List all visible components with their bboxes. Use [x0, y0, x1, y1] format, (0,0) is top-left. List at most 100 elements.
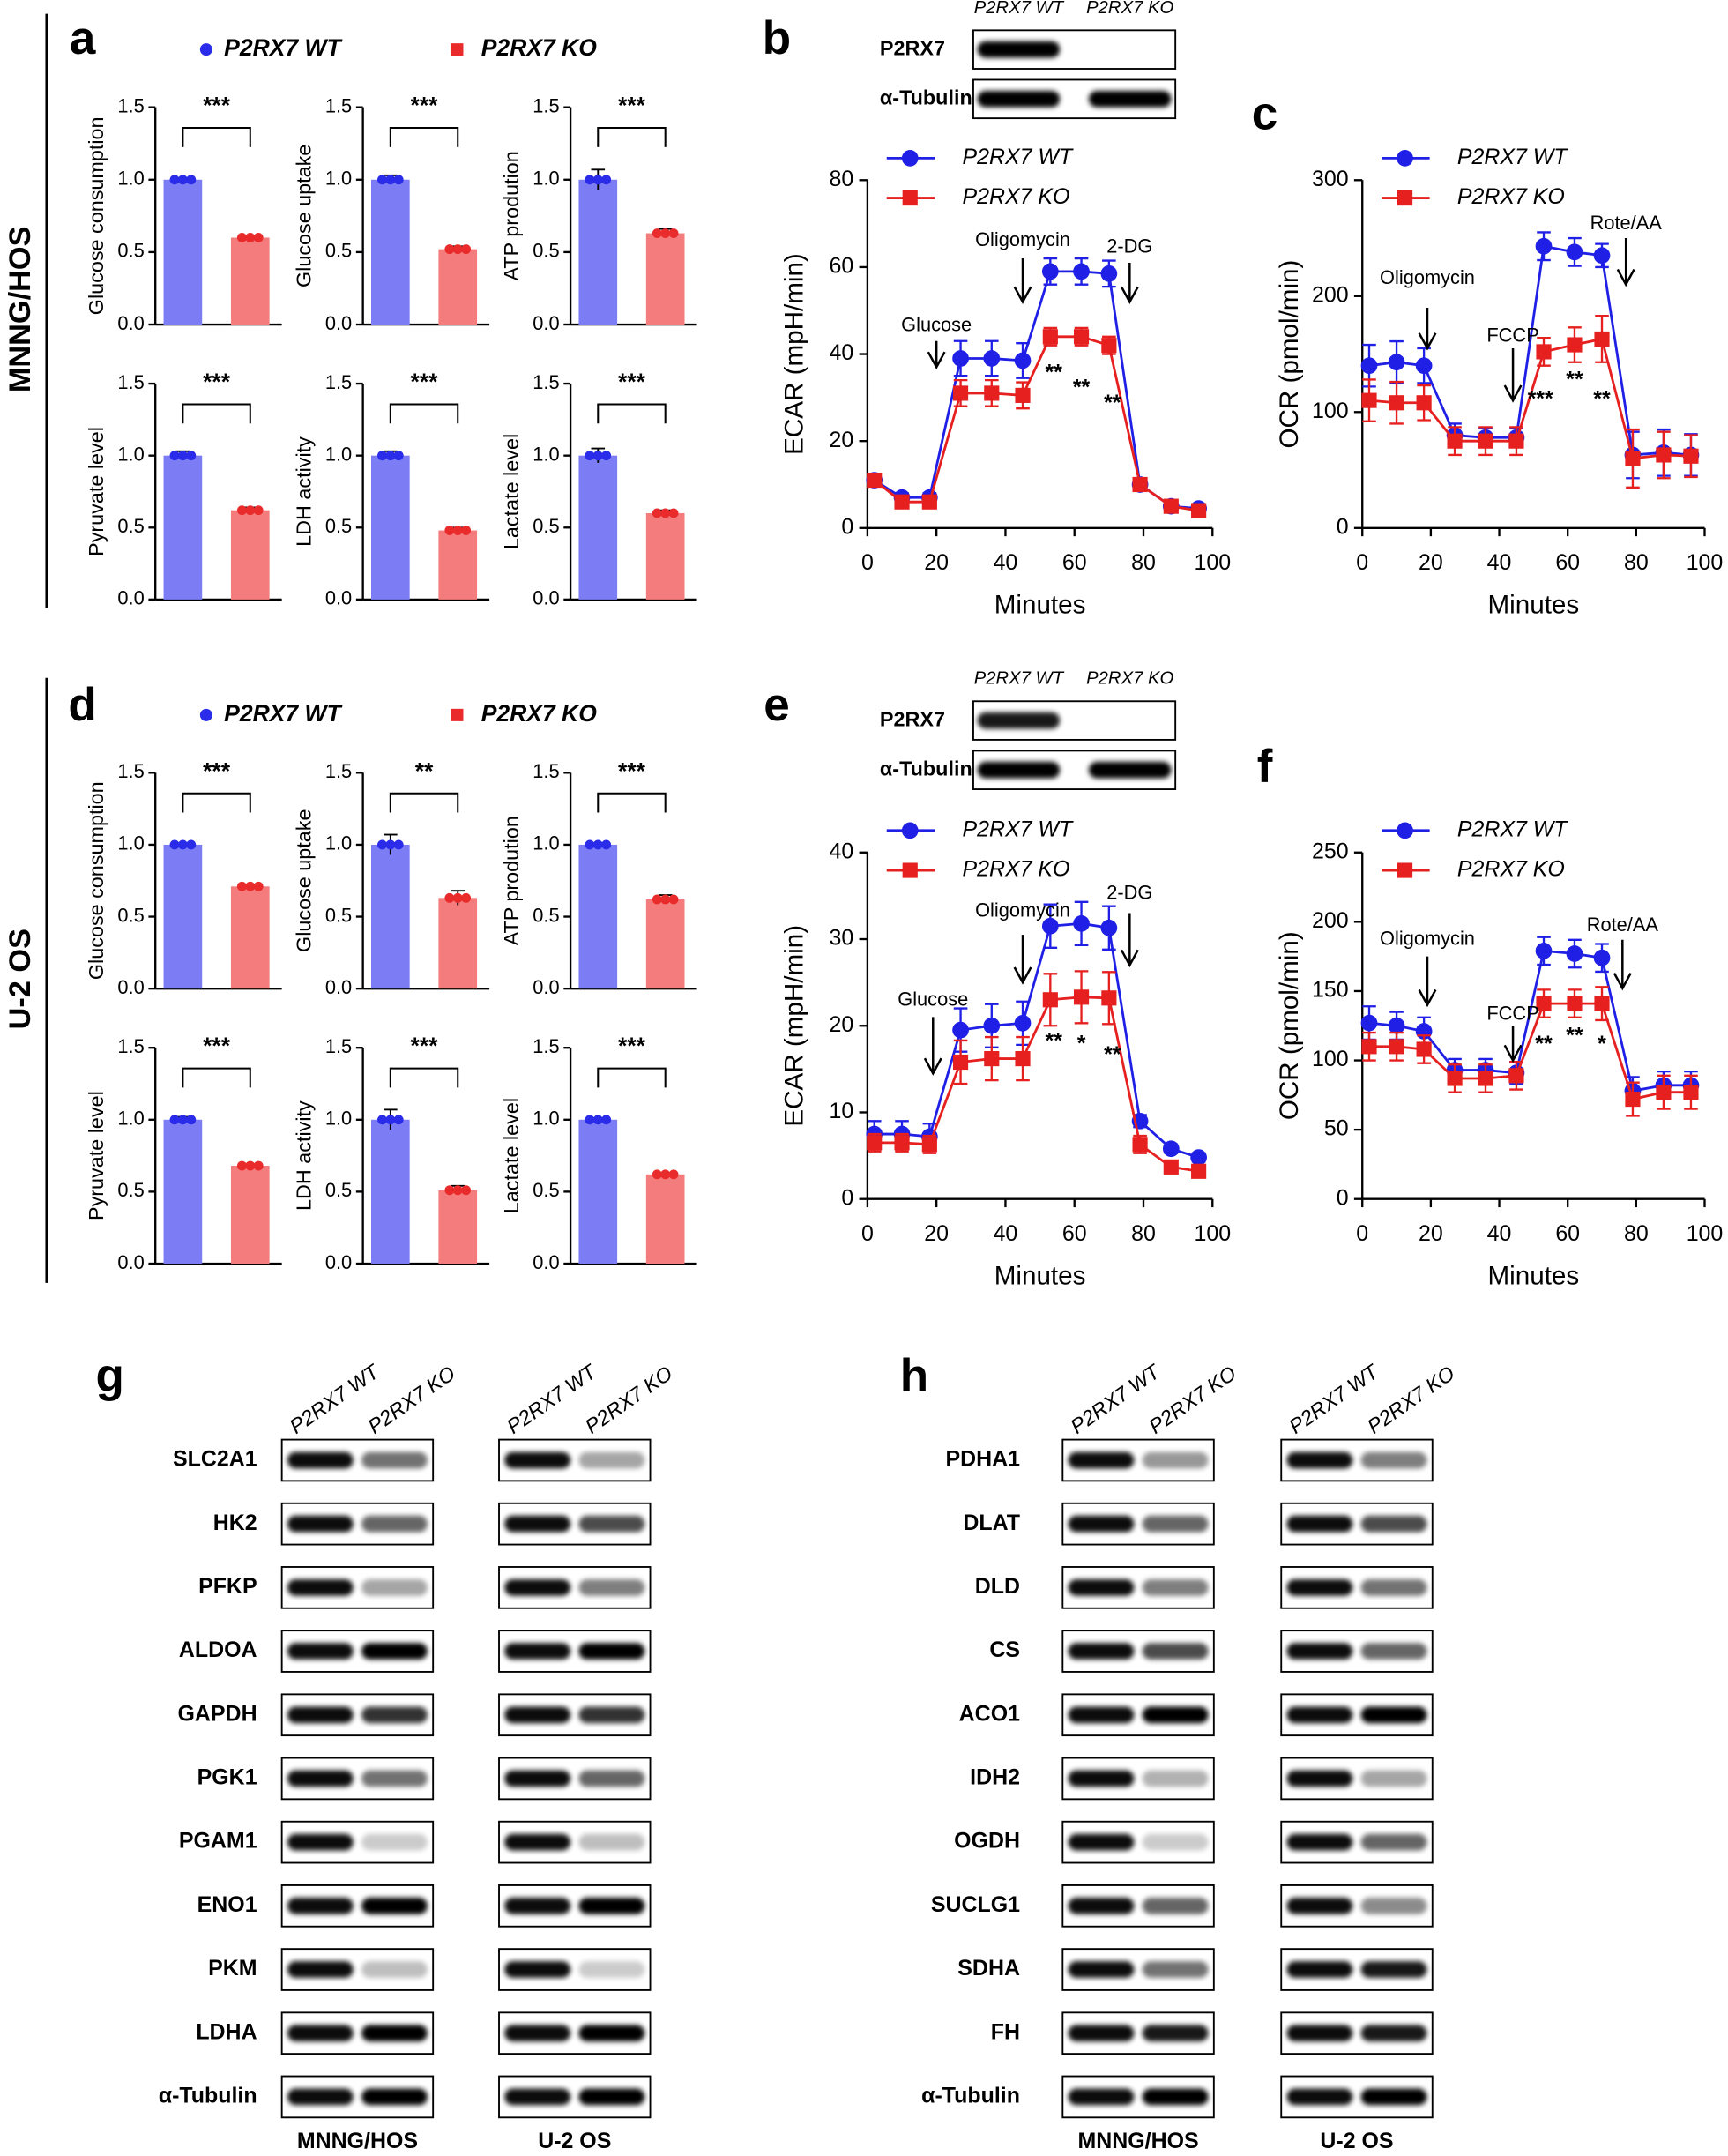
blot-band — [504, 1579, 571, 1596]
data-point — [652, 228, 662, 239]
blot-band — [361, 1579, 428, 1596]
row-label: ALDOA — [179, 1638, 257, 1662]
series-line — [873, 270, 1199, 511]
y-tick-label: 300 — [1312, 167, 1349, 191]
marker — [1073, 329, 1090, 345]
marker — [1415, 357, 1433, 375]
bar — [645, 233, 685, 325]
data-point — [385, 839, 396, 850]
blot-band — [1360, 1579, 1427, 1596]
bar — [438, 1190, 478, 1265]
marker — [1508, 1068, 1524, 1084]
blot-band — [287, 2088, 354, 2106]
y-tick-label: 0.0 — [325, 1251, 352, 1273]
y-tick-label: 80 — [830, 167, 854, 191]
panel-label: b — [763, 12, 791, 64]
data-point — [245, 1160, 256, 1171]
annotation: FCCP — [1486, 1002, 1538, 1024]
marker — [1014, 352, 1032, 369]
marker — [1683, 448, 1699, 464]
data-point — [385, 175, 396, 185]
panel-label: f — [1257, 741, 1273, 793]
bar — [230, 886, 270, 989]
row-label: α-Tubulin — [921, 2084, 1020, 2108]
blot-band — [361, 2025, 428, 2042]
significance: *** — [411, 1033, 439, 1059]
y-tick-label: 1.5 — [117, 760, 144, 782]
data-point — [385, 1115, 396, 1125]
data-point — [668, 228, 679, 239]
significance: *** — [1528, 387, 1553, 412]
row-label: HK2 — [213, 1511, 257, 1535]
blot-band — [578, 1643, 645, 1660]
y-tick-label: 0.0 — [117, 976, 144, 998]
bar — [371, 455, 410, 600]
blot-band — [1068, 2025, 1135, 2042]
blot-band — [504, 1833, 571, 1851]
group-label: U-2 OS — [538, 2129, 611, 2153]
significance: *** — [618, 1033, 646, 1059]
significance-bracket — [389, 792, 459, 813]
marker — [1389, 1039, 1404, 1055]
x-tick-label: 60 — [1555, 550, 1580, 575]
significance: ** — [1073, 376, 1091, 400]
marker — [1042, 329, 1058, 345]
y-tick-label: 1.0 — [533, 832, 559, 854]
row-label: CS — [989, 1638, 1020, 1662]
y-tick-label: 1.5 — [533, 371, 559, 393]
y-tick-label: 1.5 — [533, 760, 559, 782]
y-axis-label: Lactate level — [500, 1098, 523, 1213]
data-point — [601, 175, 612, 185]
arrow — [1616, 238, 1635, 287]
data-point — [169, 1115, 180, 1125]
data-point — [652, 1169, 662, 1180]
x-tick-label: 60 — [1062, 1221, 1087, 1246]
marker — [1416, 1041, 1432, 1057]
marker — [1191, 1163, 1207, 1179]
panel-label: e — [763, 679, 789, 731]
data-point — [245, 233, 256, 242]
y-axis-label: OCR (pmol/min) — [1275, 931, 1304, 1120]
marker — [1447, 1071, 1463, 1086]
y-tick-label: 0.5 — [325, 904, 352, 926]
significance: ** — [415, 757, 434, 784]
y-tick-label: 0 — [1337, 1185, 1349, 1210]
significance: ** — [1593, 387, 1611, 412]
bar — [578, 179, 618, 325]
blot-band — [1068, 1897, 1135, 1914]
x-tick-label: 60 — [1555, 1221, 1580, 1246]
marker — [1041, 263, 1059, 280]
blot-band — [1068, 1579, 1135, 1596]
data-point — [169, 175, 180, 185]
legend-marker — [451, 43, 464, 56]
data-point — [585, 175, 595, 185]
data-point — [652, 508, 662, 518]
y-tick-label: 40 — [830, 839, 854, 863]
annotation: FCCP — [1486, 325, 1538, 347]
bar — [371, 844, 410, 989]
blot-band — [1360, 1897, 1427, 1914]
data-point — [592, 1115, 603, 1125]
bar — [230, 1166, 270, 1265]
bar — [578, 1119, 618, 1265]
marker — [1132, 476, 1148, 493]
marker — [894, 1135, 910, 1151]
y-tick-label: 0.0 — [533, 1251, 559, 1273]
marker — [1594, 331, 1610, 347]
blot-band — [1286, 2088, 1353, 2106]
data-point — [236, 881, 247, 891]
blot-band — [1286, 1451, 1353, 1469]
y-tick-label: 100 — [1312, 399, 1349, 423]
significance-bracket — [182, 127, 251, 147]
blot-band — [1088, 90, 1172, 108]
row-label: PDHA1 — [945, 1447, 1020, 1472]
marker — [1625, 451, 1641, 466]
significance-bracket — [389, 403, 459, 424]
panel-label: d — [68, 679, 96, 731]
significance-bracket — [389, 127, 459, 147]
annotation: Oligomycin — [1380, 266, 1475, 288]
marker — [1163, 1159, 1179, 1175]
x-tick-label: 80 — [1624, 550, 1649, 575]
data-point — [652, 894, 662, 905]
